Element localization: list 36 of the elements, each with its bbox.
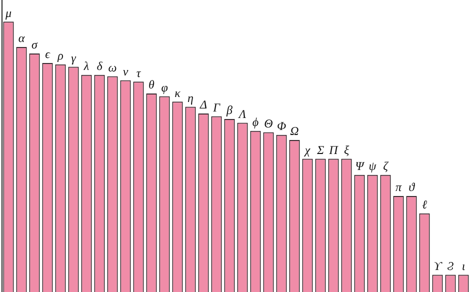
- x-tick-label: δ: [96, 59, 103, 74]
- x-tick-label: ℓ: [422, 197, 427, 212]
- x-tick-label: Φ: [276, 119, 286, 134]
- x-tick-label: Π: [328, 142, 340, 157]
- x-tick-label: π: [395, 180, 402, 194]
- x-tick-label: ζ: [383, 159, 390, 174]
- x-tick-label: ψ: [368, 159, 377, 174]
- x-tick-label: λ: [82, 59, 90, 74]
- x-tick-label: φ: [161, 80, 168, 94]
- x-tick-label: Θ: [264, 116, 274, 130]
- x-tick-label: Ω: [290, 124, 300, 138]
- x-tick-label: ϑ: [408, 180, 416, 194]
- x-tick-label: ρ: [56, 48, 64, 63]
- x-tick-label: Δ: [198, 98, 208, 112]
- x-tick-label: Ψ: [355, 159, 366, 174]
- x-tick-label: ι: [462, 258, 466, 273]
- x-tick-label: Σ: [316, 142, 324, 157]
- x-tick-label: ξ: [344, 142, 350, 157]
- x-tick-label: χ: [304, 142, 311, 157]
- x-tick-label: σ: [32, 38, 39, 52]
- x-tick-label: κ: [174, 86, 181, 100]
- x-tick-label: τ: [136, 66, 142, 80]
- x-tick-label: ϵ: [45, 47, 52, 62]
- x-tick-label: α: [18, 31, 26, 46]
- x-tick-label: ω: [108, 60, 117, 74]
- x-tick-label: ϒ: [434, 258, 443, 273]
- x-tick-label: ν: [122, 64, 129, 78]
- x-tick-label: μ: [4, 6, 12, 20]
- x-tick-label: θ: [148, 78, 155, 92]
- x-tick-label: Γ: [212, 100, 222, 114]
- x-tick-label: β: [226, 103, 233, 118]
- x-tick-label: ϕ: [252, 115, 259, 130]
- x-tick-label: Ϩ: [447, 258, 454, 273]
- x-tick-label: Λ: [238, 106, 247, 121]
- x-tick-label: γ: [71, 50, 76, 65]
- x-tick-label: η: [188, 90, 194, 105]
